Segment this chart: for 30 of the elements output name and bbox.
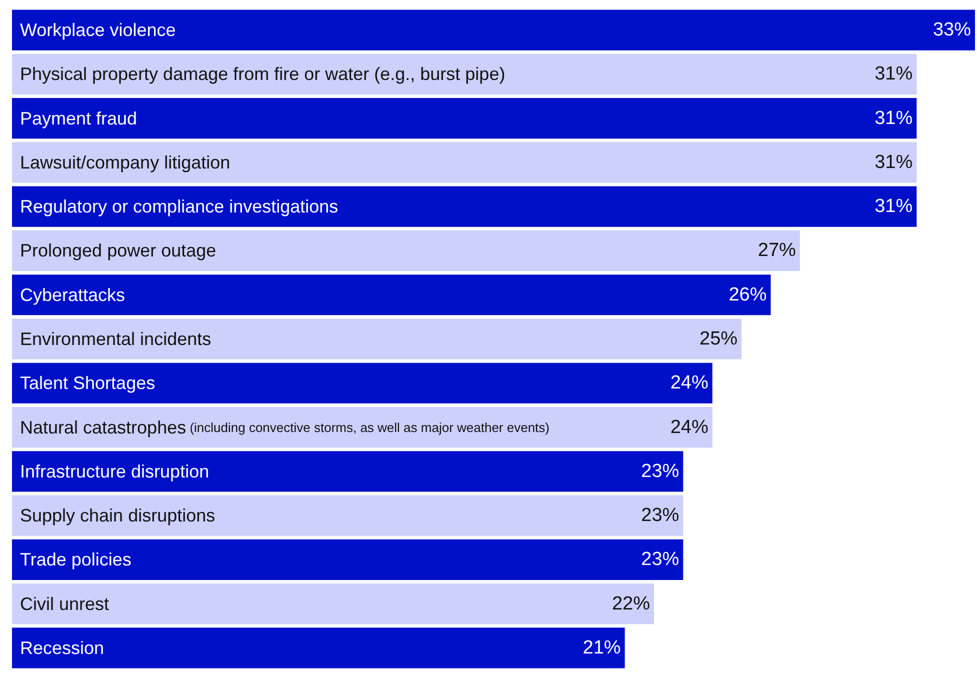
y-tick-label: Infrastructure disruption bbox=[20, 461, 210, 482]
data-label: 33% bbox=[932, 20, 972, 41]
data-label: 21% bbox=[582, 637, 621, 658]
data-label: 27% bbox=[758, 240, 796, 262]
data-label: 26% bbox=[728, 284, 767, 306]
y-tick-label: Supply chain disruptions bbox=[20, 506, 216, 526]
y-tick-label: Civil unrest bbox=[20, 594, 110, 614]
data-label: 31% bbox=[874, 196, 913, 218]
data-label: 31% bbox=[874, 64, 913, 85]
y-tick-label: Workplace violence bbox=[20, 20, 176, 40]
y-tick-label: Natural catastrophes (including convective storms, as well as major weather events) bbox=[20, 417, 550, 438]
data-label: 31% bbox=[874, 108, 913, 129]
data-label: 22% bbox=[612, 593, 650, 614]
y-tick-label: Payment fraud bbox=[20, 108, 138, 128]
data-label: 23% bbox=[641, 549, 680, 570]
data-label: 31% bbox=[874, 152, 913, 173]
y-tick-label: Lawsuit/company litigation bbox=[20, 152, 230, 172]
y-tick-label: Talent Shortages bbox=[20, 373, 156, 394]
y-tick-label: Regulatory or compliance investigations bbox=[20, 196, 338, 217]
y-tick-label: Physical property damage from fire or water (e.g., burst pipe) bbox=[20, 64, 506, 84]
y-tick-label: Cyberattacks bbox=[20, 284, 126, 305]
data-label: 23% bbox=[641, 460, 680, 482]
data-label: 24% bbox=[670, 372, 708, 394]
y-tick-label: Environmental incidents bbox=[20, 329, 212, 349]
data-label: 25% bbox=[700, 328, 738, 350]
y-tick-label: Prolonged power outage bbox=[20, 240, 216, 261]
data-label: 23% bbox=[641, 505, 680, 526]
y-tick-label: Recession bbox=[20, 638, 104, 658]
y-tick-label: Trade policies bbox=[20, 550, 132, 570]
data-label: 24% bbox=[670, 416, 708, 438]
